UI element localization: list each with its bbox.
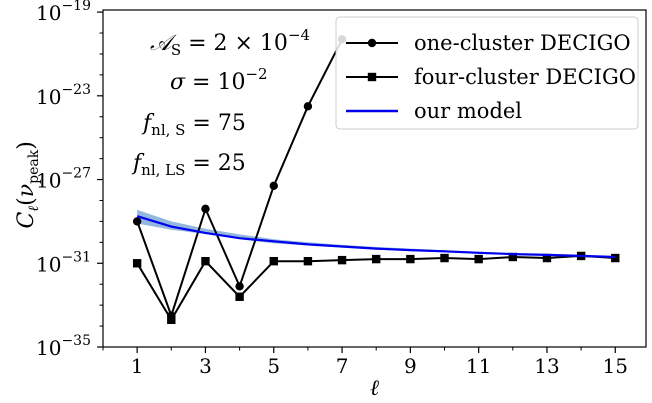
series-2-point (269, 256, 278, 266)
x-tick-label: 9 (404, 354, 417, 378)
series-2-point (201, 256, 210, 266)
series-2-point (303, 256, 313, 266)
series-2-point (337, 255, 347, 265)
series-1-point (269, 181, 278, 191)
parameter-annotation: 𝒜S = 2 × 10−4 (150, 26, 310, 59)
series-layer (132, 35, 620, 324)
series-2-point (508, 252, 518, 262)
legend-label: our model (414, 99, 522, 123)
series-1-point (132, 217, 142, 226)
parameter-annotation: fnl, S = 75 (141, 111, 246, 139)
series-1-point (235, 282, 244, 291)
legend-box (335, 16, 639, 130)
series-1-point (201, 204, 210, 214)
x-tick-label: 13 (534, 354, 559, 378)
series-2-point (474, 254, 483, 264)
x-tick-label: 1 (131, 354, 144, 378)
plot-frame (102, 9, 647, 348)
legend-label: one-cluster DECIGO (414, 31, 631, 55)
parameter-annotation: σ = 10−2 (170, 65, 268, 95)
series-2-point (406, 254, 415, 264)
y-tick-label: 10−31 (36, 249, 91, 276)
x-tick-label: 3 (199, 354, 212, 378)
x-tick-label: 7 (336, 354, 349, 378)
legend-marker (367, 72, 377, 82)
legend: one-cluster DECIGO four-cluster DECIGO our… (335, 16, 639, 130)
x-tick-label: 15 (603, 354, 628, 378)
parameter-annotation: fnl, LS = 25 (131, 151, 246, 179)
series-2-point (440, 253, 449, 263)
y-tick-label: 10−19 (36, 0, 91, 25)
legend-label: four-cluster DECIGO (414, 65, 636, 89)
series-1-point (303, 102, 313, 111)
axes-layer: 1 3 5 7 9 11 13 1510−3510−3110−2710−2310−19ℓCℓ(… (14, 0, 647, 401)
series-2-point (132, 259, 142, 268)
x-tick-label: 11 (466, 354, 491, 378)
x-axis-label: ℓ (370, 376, 380, 401)
series-2-point (372, 254, 381, 264)
series-2-point (542, 253, 552, 263)
series-line-3 (136, 215, 616, 259)
x-tick-label: 5 (267, 354, 280, 378)
annotations: 𝒜S = 2 × 10−4 σ = 10−2 fnl, S = 75 fnl, LS … (131, 26, 310, 179)
y-axis-label: Cℓ(νpeak) (14, 141, 42, 228)
legend-marker (367, 38, 377, 48)
series-2-point (167, 315, 176, 324)
y-tick-label: 10−35 (36, 333, 91, 360)
y-tick-label: 10−23 (36, 82, 91, 109)
series-2-point (235, 292, 244, 301)
y-tick-label: 10−27 (36, 166, 91, 193)
